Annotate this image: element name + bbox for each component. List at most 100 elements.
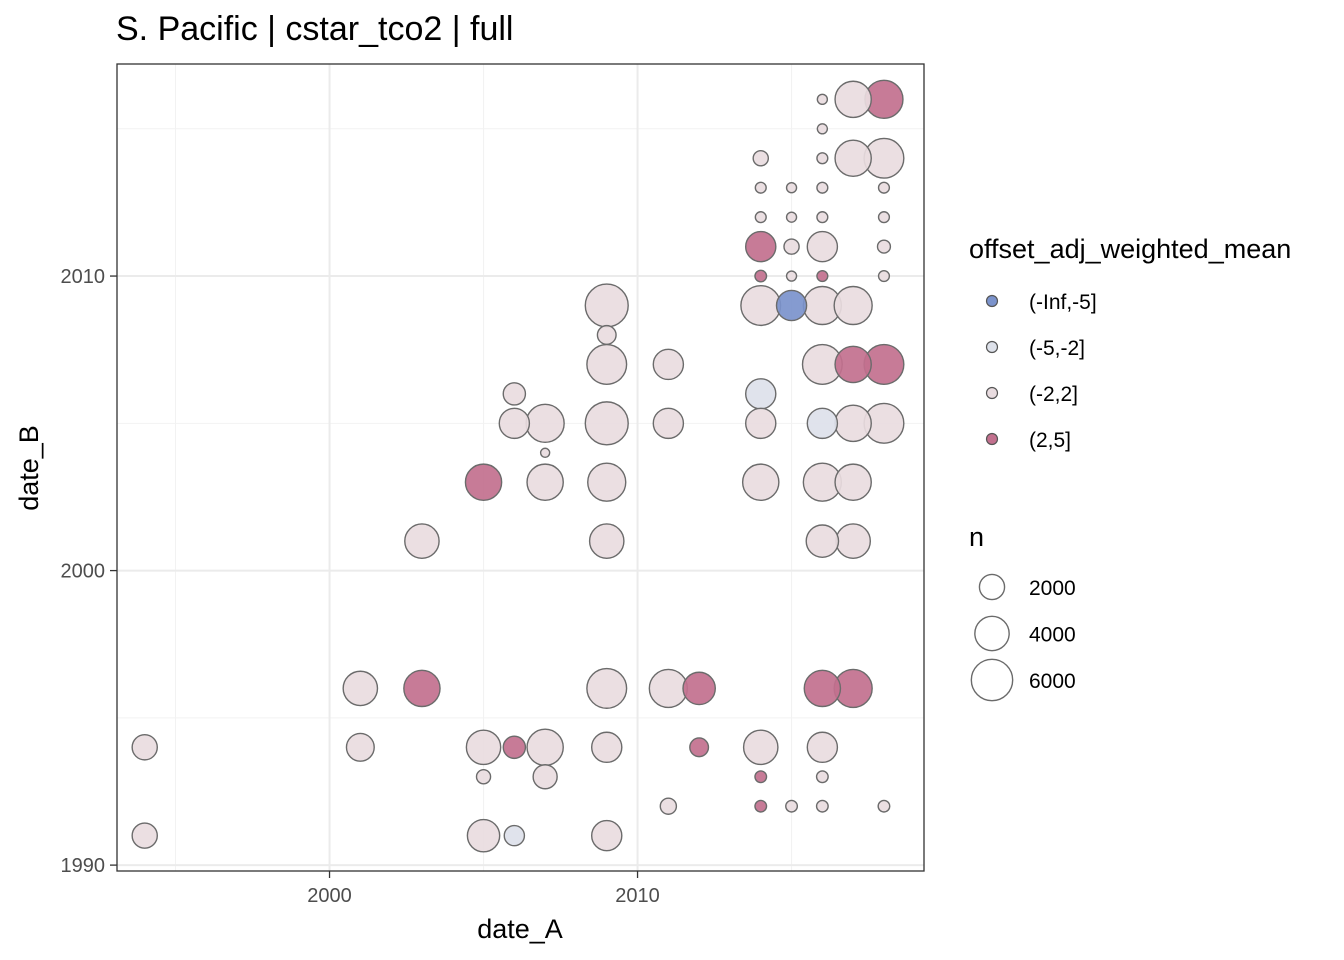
data-point [584,283,629,328]
data-point [816,152,829,165]
data-point [754,799,768,813]
data-point [803,669,842,708]
data-point [465,729,502,766]
y-tick-label: 1990 [61,855,106,877]
size-legend-label: 2000 [1029,577,1076,600]
data-point [815,770,829,784]
data-point [404,523,440,559]
data-point [742,729,779,766]
y-axis-title: date_B [14,425,44,511]
color-legend-label: (2,5] [1029,429,1071,452]
data-point [659,797,678,815]
data-point [590,819,623,852]
size-legend-key [974,615,1010,652]
data-point [783,238,800,255]
data-point [131,734,158,761]
data-point [816,93,829,106]
data-point [877,799,891,813]
color-legend-label: (-Inf,-5] [1029,291,1097,314]
data-point [740,284,782,327]
color-legend-key [985,340,999,354]
data-point [475,769,492,785]
data-point [806,230,839,263]
data-point [833,285,873,326]
data-point [834,80,872,119]
color-legend-label: (-5,-2] [1029,337,1085,360]
data-point [834,463,872,502]
data-point [835,523,872,559]
data-point [498,407,531,440]
data-point [342,670,379,707]
data-point [584,401,629,446]
data-point [590,731,623,764]
data-point [744,378,777,410]
x-axis-title: date_A [477,914,563,944]
data-point [877,181,891,194]
data-point [834,139,872,178]
data-point [682,671,716,706]
size-legend-label: 6000 [1029,670,1076,693]
color-legend-key [985,294,999,308]
data-point [586,343,628,385]
data-point [754,211,767,224]
size-legend-key [978,573,1006,601]
data-point [502,382,527,406]
data-point [587,462,627,502]
data-point [816,269,829,283]
data-point [805,524,840,558]
size-legend-key [970,658,1014,702]
data-point [752,149,770,167]
data-point [464,463,503,502]
color-legend-key [985,432,999,446]
data-point [815,799,829,813]
color-legend: offset_adj_weighted_mean (-Inf,-5] (-5,-2… [969,234,1291,452]
axis-ticks: 2000 2010 1990 2000 2010 [61,266,660,907]
data-point [539,447,551,459]
data-point [526,728,564,767]
data-point [466,818,501,853]
data-point [754,269,768,283]
data-point [834,345,872,384]
data-point [131,822,158,849]
data-point [754,770,768,784]
data-point [785,799,799,813]
data-point [744,230,777,263]
x-tick-label: 2010 [615,885,660,907]
data-points [131,79,905,853]
size-legend-label: 4000 [1029,624,1076,647]
data-point [588,523,625,559]
data-point [652,407,685,440]
data-point [502,735,527,760]
plot-border [116,63,925,872]
data-point [775,289,808,322]
data-point [877,269,891,283]
data-point [806,407,839,440]
data-point [503,824,526,847]
color-legend-key [985,386,999,400]
data-point [586,667,628,709]
data-point [744,407,777,440]
color-legend-label: (-2,2] [1029,383,1078,406]
size-legend: n 2000 4000 6000 [969,522,1076,702]
data-point [689,737,710,758]
data-point [834,404,872,443]
data-point [785,270,798,282]
data-point [596,324,617,345]
y-tick-label: 2010 [61,266,106,288]
data-point [526,463,564,502]
data-point [785,182,798,194]
size-legend-title: n [969,522,984,552]
data-point [652,348,685,381]
plot-panel [117,64,924,871]
data-point [816,123,829,135]
data-point [403,669,441,708]
chart-title: S. Pacific | cstar_tco2 | full [116,10,513,48]
data-point [532,764,558,790]
x-tick-label: 2000 [307,885,352,907]
data-point [877,211,891,224]
color-legend-title: offset_adj_weighted_mean [969,234,1291,264]
data-point [816,181,829,194]
data-point [806,731,839,764]
